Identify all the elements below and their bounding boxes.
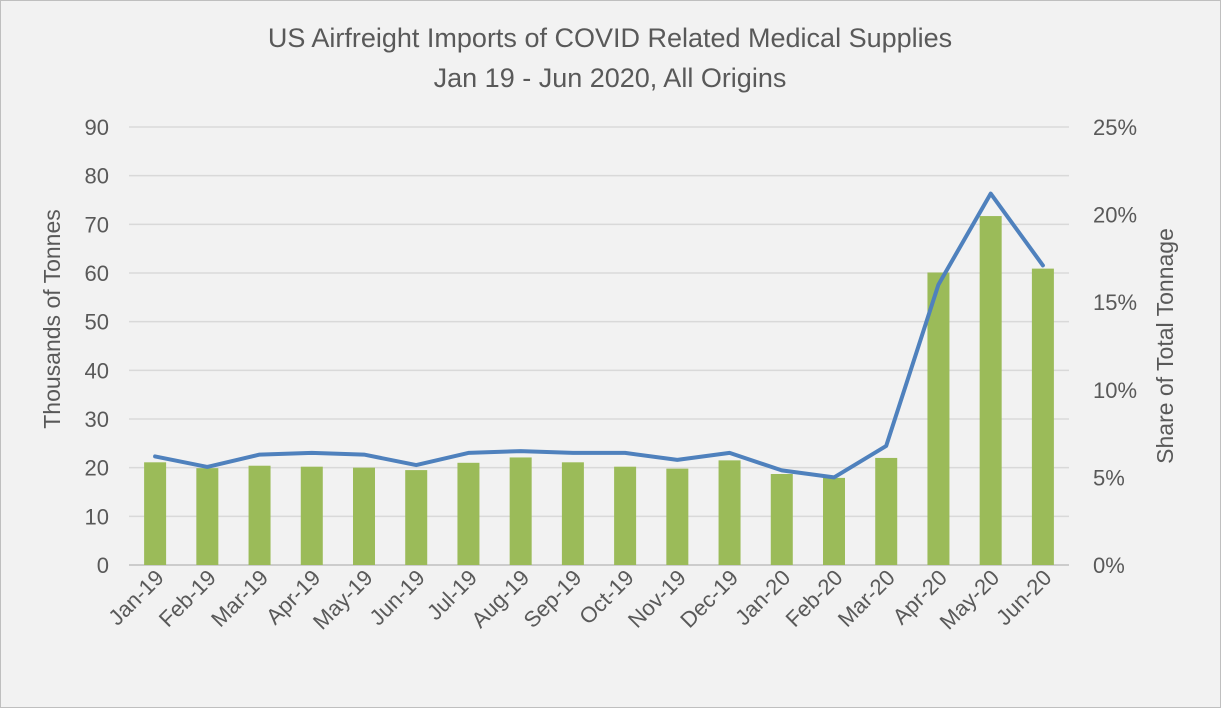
y-tick-label: 50 (85, 310, 109, 335)
bar (770, 473, 793, 565)
y-tick-label: 40 (85, 358, 109, 383)
y-tick-label: 60 (85, 261, 109, 286)
y2-axis-label: Share of Total Tonnage (1152, 228, 1178, 464)
y-tick-label: 0 (97, 553, 109, 578)
bar (666, 468, 689, 565)
y2-tick-label: 20% (1093, 203, 1137, 228)
bar (144, 462, 167, 565)
x-tick-label: Mar-20 (833, 565, 900, 632)
x-tick-label: Dec-19 (675, 565, 743, 633)
x-tick-label: Nov-19 (623, 565, 691, 633)
x-tick-label: Mar-19 (206, 565, 273, 632)
x-axis: Jan-19Feb-19Mar-19Apr-19May-19Jun-19Jul-… (103, 565, 1056, 635)
x-tick-label: Feb-20 (781, 565, 848, 632)
y-tick-label: 90 (85, 115, 109, 140)
bar (1031, 268, 1054, 565)
bar (718, 460, 741, 565)
x-tick-label: Sep-19 (519, 565, 587, 633)
x-tick-label: Jun-20 (991, 565, 1056, 630)
bar (300, 466, 323, 565)
bar (927, 272, 950, 565)
y2-tick-label: 25% (1093, 115, 1137, 140)
bar (196, 468, 219, 565)
bar (561, 462, 584, 565)
bar (979, 216, 1002, 565)
bar (457, 462, 480, 565)
y-tick-label: 20 (85, 456, 109, 481)
bar (823, 477, 845, 565)
y-tick-label: 70 (85, 212, 109, 237)
x-tick-label: Feb-19 (154, 565, 221, 632)
y-tick-label: 80 (85, 164, 109, 189)
line-series (153, 191, 1045, 480)
y-axis-right: 0% 5% 10% 15% 20% 25% (1093, 115, 1137, 578)
x-tick-label: Jun-19 (365, 565, 430, 630)
chart-subtitle: Jan 19 - Jun 2020, All Origins (434, 63, 787, 93)
bar (509, 457, 532, 565)
x-tick-label: May-20 (935, 565, 1005, 635)
y2-tick-label: 15% (1093, 290, 1137, 315)
y-tick-label: 10 (85, 504, 109, 529)
x-tick-label: Aug-19 (466, 565, 534, 633)
y-axis-left: 0 10 20 30 40 50 60 70 80 90 (85, 115, 109, 578)
y2-tick-label: 10% (1093, 378, 1137, 403)
y2-tick-label: 0% (1093, 553, 1125, 578)
bar (405, 470, 428, 565)
gridlines (129, 126, 1069, 566)
chart-title: US Airfreight Imports of COVID Related M… (268, 23, 952, 53)
bar (875, 457, 898, 565)
y2-tick-label: 5% (1093, 465, 1125, 490)
y-tick-label: 30 (85, 407, 109, 432)
y-axis-label: Thousands of Tonnes (39, 209, 65, 429)
bar-series (144, 216, 1054, 565)
bar (614, 466, 637, 565)
share-line (153, 191, 1045, 480)
x-tick-label: May-19 (308, 565, 378, 635)
bar (248, 465, 271, 565)
bar (353, 467, 375, 565)
